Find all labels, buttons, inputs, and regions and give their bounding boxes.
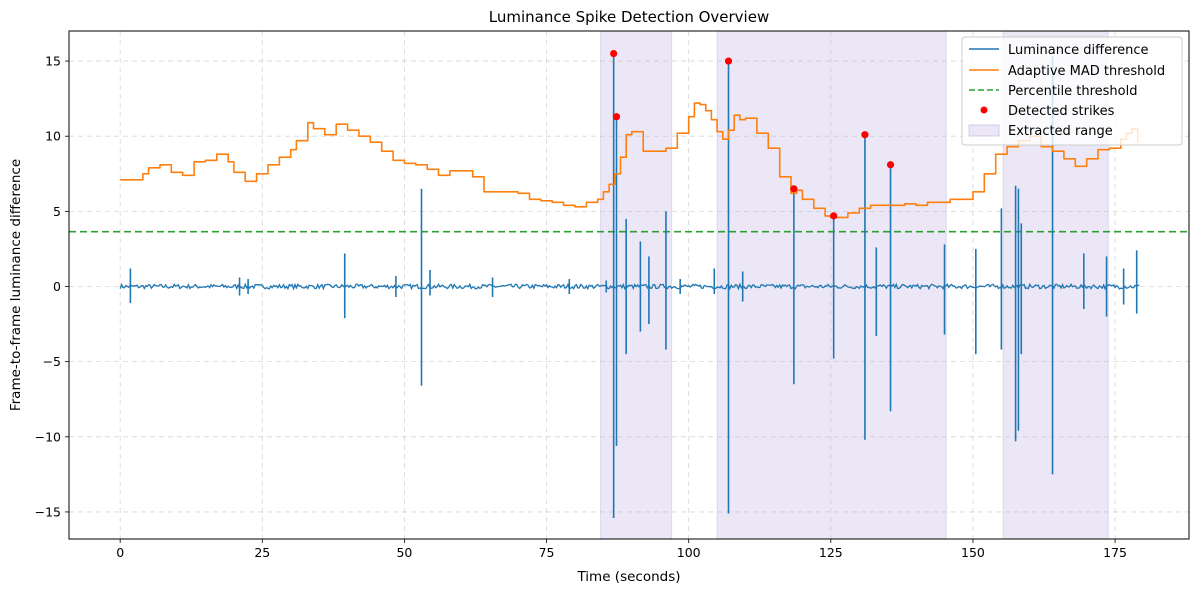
- x-tick-label: 150: [961, 545, 985, 560]
- extracted-range-2: [716, 30, 947, 540]
- y-tick-label: −5: [43, 354, 61, 369]
- y-tick-label: 10: [45, 129, 61, 144]
- strike-point: [612, 113, 621, 121]
- y-tick-label: 0: [53, 279, 61, 294]
- strike-point: [886, 161, 895, 169]
- x-tick-label: 75: [539, 545, 555, 560]
- legend: Luminance difference Adaptive MAD thresh…: [961, 36, 1183, 146]
- legend-box: [961, 36, 1183, 146]
- legend-strikes-label: Detected strikes: [1008, 104, 1115, 119]
- x-tick-label: 125: [819, 545, 843, 560]
- plot-frame: [68, 30, 1190, 540]
- x-axis-ticks: 0 25 50 75 100 125 150 175: [116, 539, 1127, 560]
- y-axis-ticks: −15 −10 −5 0 5 10 15: [35, 54, 69, 519]
- y-axis-label: Frame-to-frame luminance difference: [8, 159, 24, 411]
- legend-luminance-label: Luminance difference: [1008, 43, 1149, 58]
- legend-range-swatch: [968, 124, 1000, 137]
- x-tick-label: 25: [254, 545, 270, 560]
- mad-threshold-series: [120, 102, 1139, 219]
- y-tick-label: −15: [35, 504, 61, 519]
- legend-range-label: Extracted range: [1008, 124, 1113, 139]
- mad-threshold-line: [120, 102, 1139, 219]
- legend-strikes-swatch: [980, 106, 988, 114]
- strike-point: [830, 212, 838, 220]
- strike-point: [610, 49, 618, 58]
- legend-percentile-label: Percentile threshold: [1008, 84, 1138, 99]
- luminance-baseline: [119, 282, 1140, 291]
- luminance-difference-series: [119, 53, 1140, 518]
- x-tick-label: 175: [1103, 545, 1127, 560]
- strike-point: [790, 185, 798, 193]
- strike-point: [724, 57, 733, 65]
- legend-mad-label: Adaptive MAD threshold: [1008, 64, 1165, 79]
- detected-strikes: [610, 49, 895, 220]
- chart-title: Luminance Spike Detection Overview: [489, 8, 769, 26]
- x-axis-label: Time (seconds): [576, 569, 680, 585]
- strike-point: [861, 131, 869, 139]
- x-tick-label: 100: [677, 545, 701, 560]
- y-tick-label: −10: [35, 429, 61, 444]
- y-tick-label: 5: [53, 204, 61, 219]
- x-tick-label: 50: [396, 545, 412, 560]
- x-tick-label: 0: [116, 545, 124, 560]
- y-tick-label: 15: [45, 54, 61, 69]
